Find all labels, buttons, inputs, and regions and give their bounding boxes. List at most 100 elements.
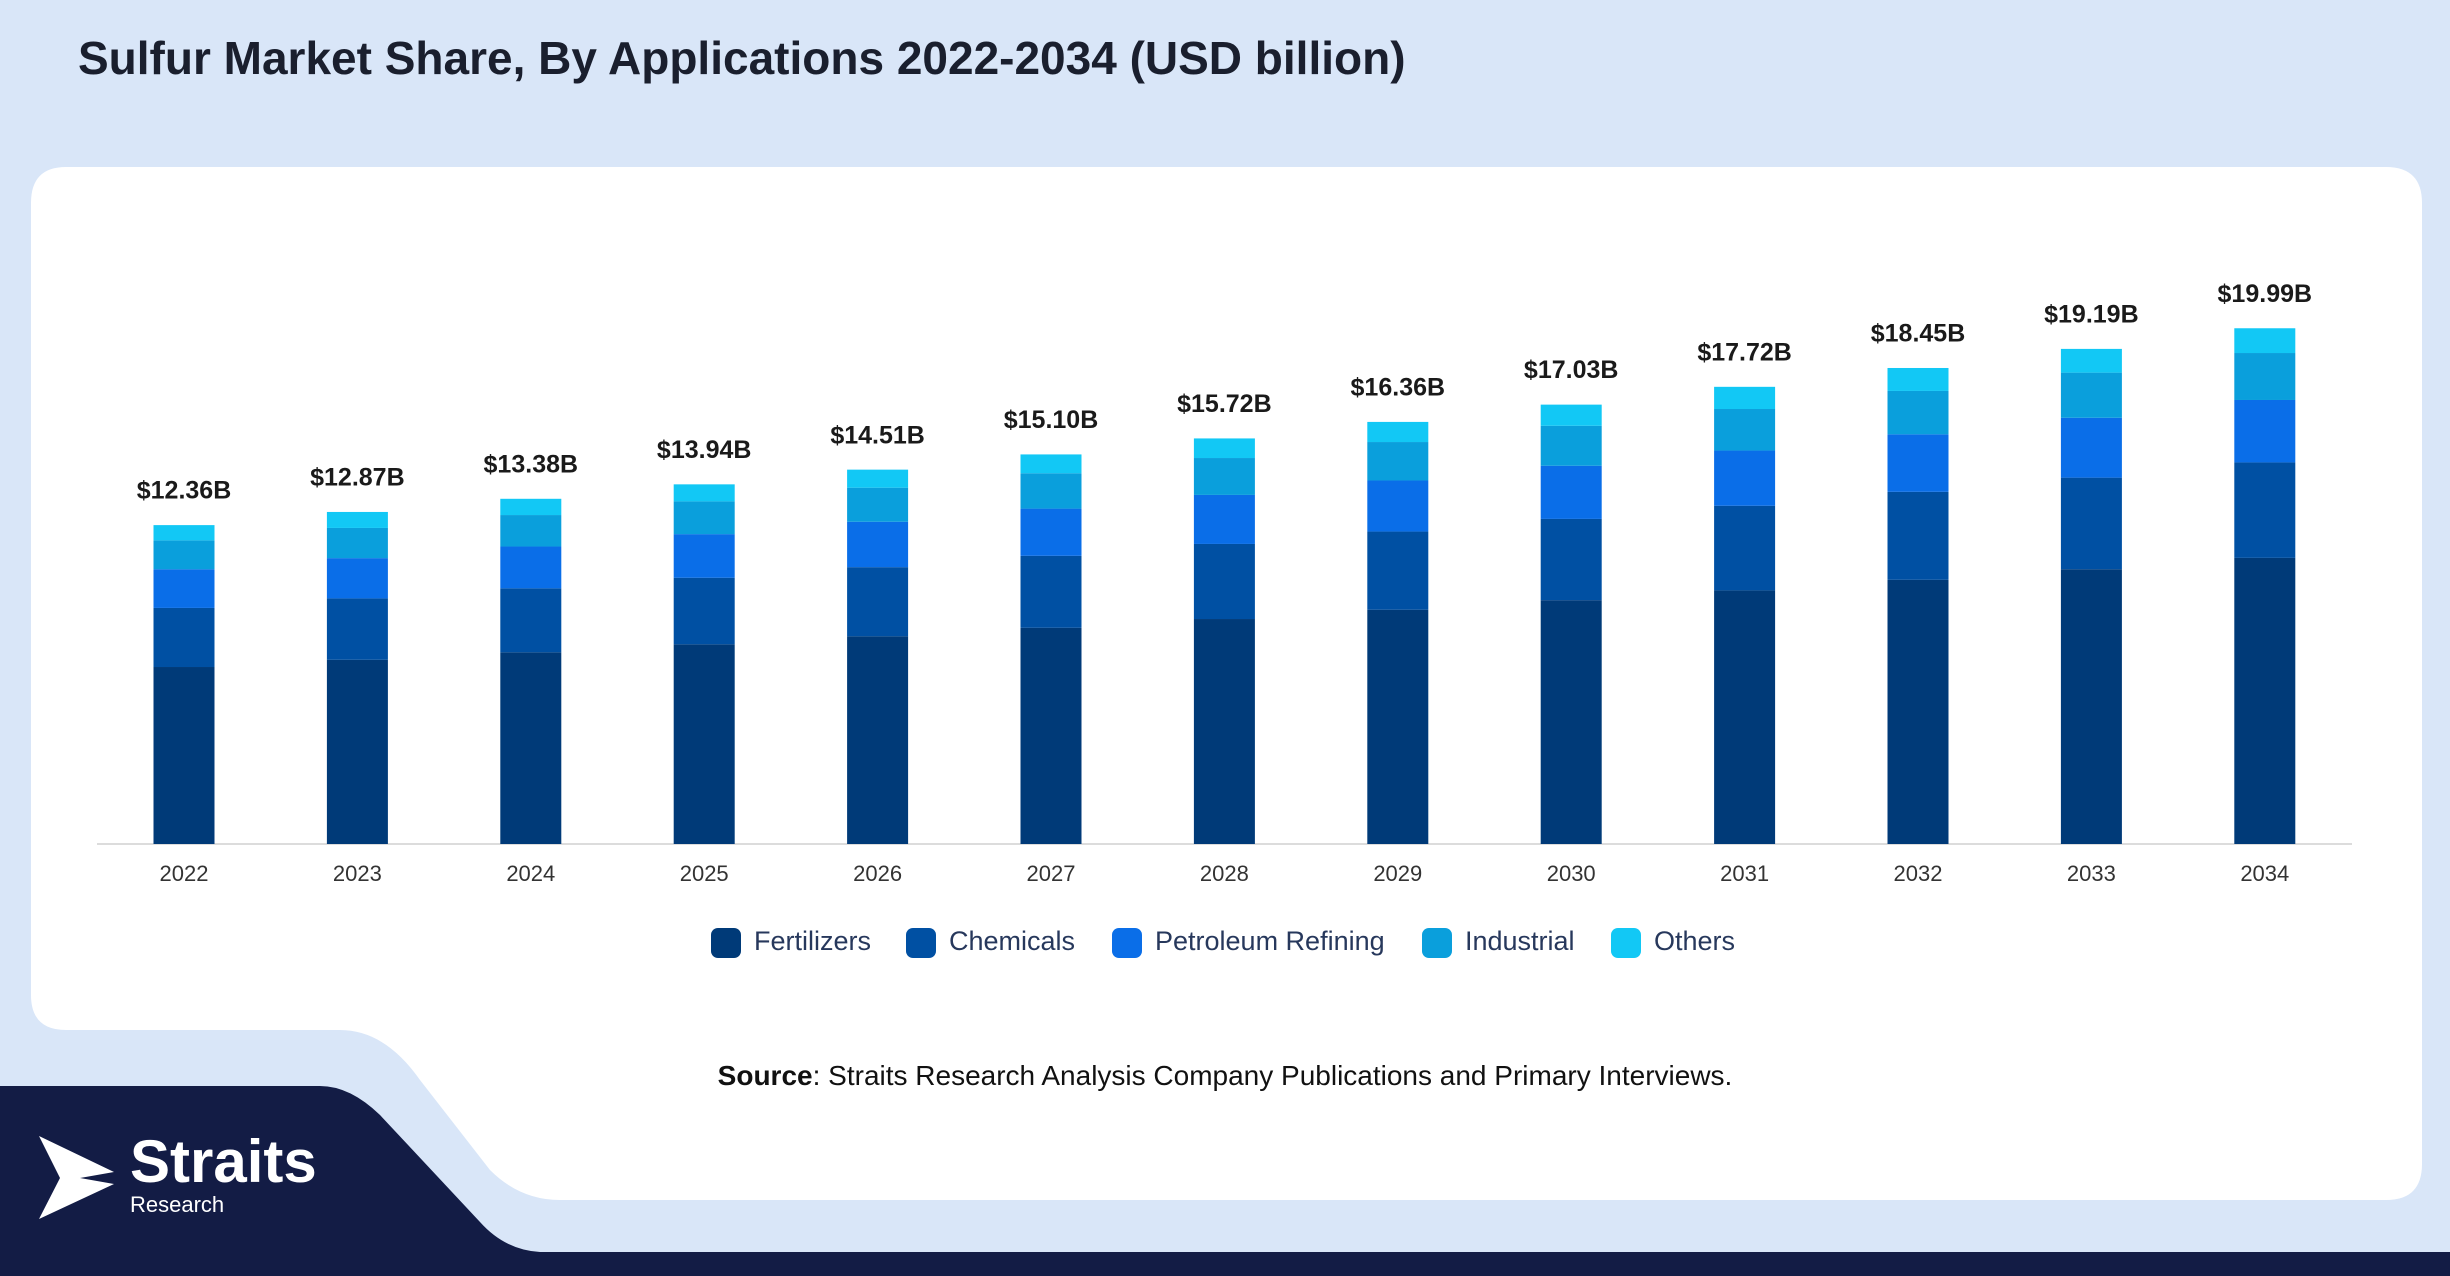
total-label: $14.51B <box>830 421 925 449</box>
total-label: $16.36B <box>1351 374 1446 402</box>
bar-segment <box>1367 421 1429 443</box>
legend-swatch <box>1611 928 1641 958</box>
bar-segment <box>1714 386 1776 410</box>
bar-segment <box>500 546 562 589</box>
bar-segment <box>1714 590 1776 844</box>
bar-segment <box>673 484 735 502</box>
x-tick-label: 2027 <box>1027 861 1076 886</box>
bar-segment <box>673 577 735 645</box>
legend-label: Petroleum Refining <box>1155 926 1385 956</box>
bar-segment <box>673 501 735 535</box>
x-tick-label: 2034 <box>2240 861 2289 886</box>
bar-segment <box>153 607 215 668</box>
bar-segment <box>1887 367 1949 391</box>
bar-segment <box>1367 480 1429 532</box>
bar-segment <box>326 598 388 660</box>
bar-segment <box>1714 505 1776 591</box>
bar-segment <box>1540 425 1602 466</box>
bar-segment <box>1020 627 1082 844</box>
bar-segment <box>1367 531 1429 610</box>
bar-segment <box>2234 462 2296 558</box>
total-label: $13.38B <box>484 450 579 478</box>
bar-segment <box>1020 508 1082 556</box>
bar-segment <box>1540 600 1602 844</box>
source-text: : Straits Research Analysis Company Publ… <box>813 1060 1733 1091</box>
x-tick-label: 2025 <box>680 861 729 886</box>
bar-segment <box>1887 390 1949 435</box>
total-label: $19.19B <box>2044 301 2139 329</box>
bar-segment <box>153 569 215 608</box>
total-label: $13.94B <box>657 436 752 464</box>
bar-segment <box>2060 417 2122 478</box>
x-tick-label: 2031 <box>1720 861 1769 886</box>
x-tick-label: 2028 <box>1200 861 1249 886</box>
bar-segment <box>673 534 735 578</box>
source-label: Source <box>718 1060 813 1091</box>
legend-swatch <box>1422 928 1452 958</box>
bar-segment <box>2234 353 2296 400</box>
total-label: $17.72B <box>1697 338 1792 366</box>
bar-segment <box>153 667 215 844</box>
bar-segment <box>2060 372 2122 418</box>
bar-segment <box>500 498 562 516</box>
x-tick-label: 2033 <box>2067 861 2116 886</box>
bar-segment <box>1540 465 1602 519</box>
chart-title: Sulfur Market Share, By Applications 202… <box>78 32 1406 84</box>
logo-icon <box>39 1136 114 1219</box>
bar-segment <box>1367 609 1429 844</box>
x-tick-label: 2030 <box>1547 861 1596 886</box>
bar-segment <box>847 521 909 568</box>
total-label: $19.99B <box>2218 280 2313 308</box>
x-tick-label: 2029 <box>1373 861 1422 886</box>
bar-segment <box>1367 442 1429 481</box>
bar-segment <box>1714 409 1776 451</box>
x-tick-label: 2024 <box>506 861 555 886</box>
footer-band <box>0 1086 2450 1276</box>
bar-segment <box>673 644 735 844</box>
bar-segment <box>1540 518 1602 601</box>
total-label: $12.36B <box>137 477 232 505</box>
bar-segment <box>153 540 215 570</box>
x-tick-label: 2022 <box>160 861 209 886</box>
logo-name: Straits <box>130 1128 317 1195</box>
source: Source: Straits Research Analysis Compan… <box>718 1060 1733 1091</box>
legend-swatch <box>711 928 741 958</box>
bar-segment <box>1020 555 1082 628</box>
bar-segment <box>1714 450 1776 506</box>
bar-segment <box>1193 619 1255 844</box>
total-label: $12.87B <box>310 464 405 492</box>
bar-segment <box>1887 434 1949 492</box>
bar-segment <box>153 525 215 541</box>
bar-segment <box>847 487 909 522</box>
bar-segment <box>847 636 909 844</box>
bar-segment <box>2060 348 2122 373</box>
bar-segment <box>2234 328 2296 354</box>
bar-segment <box>1193 458 1255 495</box>
bar-segment <box>500 515 562 547</box>
legend-label: Industrial <box>1465 926 1575 956</box>
logo-tagline: Research <box>130 1192 224 1217</box>
bar-segment <box>1540 404 1602 426</box>
legend-label: Others <box>1654 926 1735 956</box>
legend-label: Fertilizers <box>754 926 871 956</box>
x-tick-label: 2026 <box>853 861 902 886</box>
x-tick-label: 2032 <box>1894 861 1943 886</box>
bar-segment <box>326 558 388 599</box>
bar-segment <box>1020 473 1082 509</box>
bar-segment <box>326 659 388 844</box>
bar-segment <box>1193 494 1255 544</box>
total-label: $15.10B <box>1004 406 1099 434</box>
bar-segment <box>1193 543 1255 620</box>
legend-swatch <box>906 928 936 958</box>
bar-segment <box>326 527 388 559</box>
total-label: $18.45B <box>1871 320 1966 348</box>
total-label: $17.03B <box>1524 356 1619 384</box>
bar-segment <box>500 588 562 653</box>
bar-segment <box>847 469 909 488</box>
legend-swatch <box>1112 928 1142 958</box>
bar-segment <box>2060 569 2122 844</box>
bar-segment <box>326 511 388 528</box>
bar-segment <box>2060 477 2122 570</box>
bar-segment <box>2234 557 2296 844</box>
